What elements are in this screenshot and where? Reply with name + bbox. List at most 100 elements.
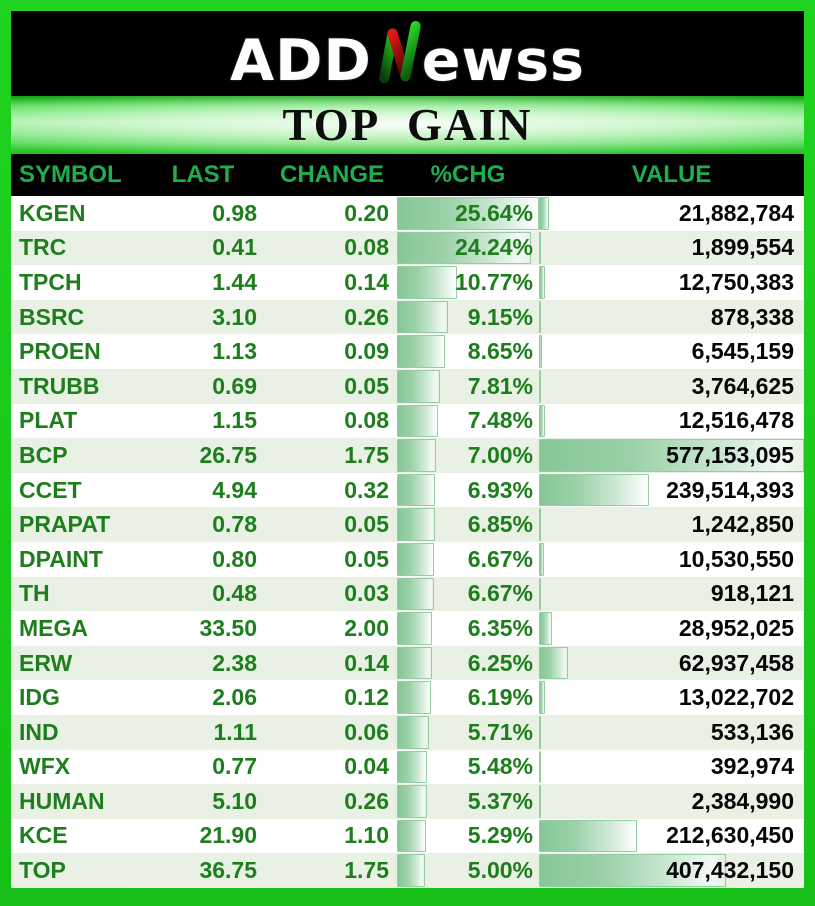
value-text: 918,121 bbox=[710, 580, 794, 607]
value-cell: 3,764,625 bbox=[539, 369, 804, 404]
last-price-cell: 5.10 bbox=[212, 787, 257, 814]
value-text: 62,937,458 bbox=[678, 649, 794, 676]
symbol-cell: PRAPAT bbox=[19, 511, 111, 538]
value-databar bbox=[539, 335, 542, 368]
pct-chg-text: 8.65% bbox=[467, 338, 533, 365]
symbol-cell: BCP bbox=[19, 441, 68, 468]
value-databar bbox=[539, 197, 550, 230]
table-row: PRAPAT 0.78 0.05 6.85% 1,242,850 bbox=[11, 507, 804, 542]
last-price-cell: 0.78 bbox=[212, 511, 257, 538]
symbol-cell: MEGA bbox=[19, 614, 88, 641]
pct-chg-cell: 25.64% bbox=[397, 196, 539, 231]
last-price-cell: 26.75 bbox=[199, 441, 257, 468]
value-text: 577,153,095 bbox=[666, 441, 794, 468]
pct-chg-databar bbox=[397, 819, 427, 853]
change-cell: 0.32 bbox=[344, 476, 389, 503]
value-text: 533,136 bbox=[710, 718, 794, 745]
table-row: KGEN 0.98 0.20 25.64% 21,882,784 bbox=[11, 196, 804, 231]
value-databar bbox=[539, 715, 541, 749]
value-databar bbox=[539, 819, 637, 853]
symbol-cell: IDG bbox=[19, 684, 60, 711]
pct-chg-text: 5.00% bbox=[467, 857, 533, 884]
title-banner: TOP GAIN bbox=[11, 96, 804, 154]
value-cell: 62,937,458 bbox=[539, 646, 804, 681]
pct-chg-text: 6.85% bbox=[467, 511, 533, 538]
value-text: 392,974 bbox=[710, 753, 794, 780]
last-price-cell: 1.11 bbox=[213, 718, 258, 745]
pct-chg-databar bbox=[397, 612, 433, 645]
pct-chg-cell: 6.93% bbox=[397, 473, 539, 508]
value-text: 21,882,784 bbox=[678, 199, 794, 226]
pct-chg-cell: 5.29% bbox=[397, 819, 539, 854]
pct-chg-databar bbox=[397, 369, 441, 403]
pct-chg-cell: 10.77% bbox=[397, 265, 539, 300]
pct-chg-text: 6.93% bbox=[467, 476, 533, 503]
pct-chg-text: 6.67% bbox=[467, 580, 533, 607]
last-price-cell: 2.06 bbox=[212, 684, 257, 711]
change-cell: 0.20 bbox=[344, 199, 389, 226]
value-databar bbox=[539, 473, 649, 507]
last-price-cell: 1.13 bbox=[212, 338, 257, 365]
pct-chg-cell: 9.15% bbox=[397, 300, 539, 335]
pct-chg-cell: 7.81% bbox=[397, 369, 539, 404]
value-cell: 392,974 bbox=[539, 750, 804, 785]
last-price-cell: 1.15 bbox=[212, 407, 257, 434]
value-cell: 239,514,393 bbox=[539, 473, 804, 508]
pct-chg-databar bbox=[397, 681, 432, 714]
pct-chg-text: 25.64% bbox=[454, 199, 533, 226]
table-row: TRUBB 0.69 0.05 7.81% 3,764,625 bbox=[11, 368, 804, 404]
pct-chg-text: 5.48% bbox=[467, 753, 533, 780]
value-text: 6,545,159 bbox=[691, 338, 794, 365]
pct-chg-cell: 7.48% bbox=[397, 404, 539, 439]
table-row: BSRC 3.10 0.26 9.15% 878,338 bbox=[11, 299, 804, 335]
value-cell: 918,121 bbox=[539, 577, 804, 612]
value-text: 12,516,478 bbox=[678, 407, 794, 434]
change-cell: 1.75 bbox=[344, 857, 389, 884]
value-text: 3,764,625 bbox=[691, 372, 794, 399]
value-cell: 2,384,990 bbox=[539, 784, 804, 819]
pct-chg-text: 5.71% bbox=[467, 718, 533, 745]
value-databar bbox=[539, 646, 568, 680]
value-cell: 407,432,150 bbox=[539, 853, 804, 888]
pct-chg-cell: 6.19% bbox=[397, 680, 539, 715]
last-price-cell: 3.10 bbox=[212, 303, 257, 330]
pct-chg-text: 7.48% bbox=[467, 407, 533, 434]
column-header-pct-chg: %CHG bbox=[430, 161, 506, 188]
symbol-cell: DPAINT bbox=[19, 545, 103, 572]
value-cell: 21,882,784 bbox=[539, 196, 804, 231]
change-cell: 1.75 bbox=[344, 441, 389, 468]
value-text: 12,750,383 bbox=[678, 268, 794, 295]
change-cell: 0.03 bbox=[344, 580, 389, 607]
pct-chg-cell: 5.37% bbox=[397, 784, 539, 819]
change-cell: 0.06 bbox=[344, 718, 389, 745]
symbol-cell: TRUBB bbox=[19, 372, 100, 399]
table-row: TOP 36.75 1.75 5.00% 407,432,150 bbox=[11, 853, 804, 888]
pct-chg-cell: 6.67% bbox=[397, 577, 539, 612]
value-databar bbox=[539, 404, 545, 438]
last-price-cell: 0.41 bbox=[212, 234, 257, 261]
pct-chg-text: 10.77% bbox=[454, 268, 533, 295]
pct-chg-databar bbox=[397, 197, 539, 230]
symbol-cell: WFX bbox=[19, 753, 71, 780]
column-header-change: CHANGE bbox=[279, 161, 384, 188]
pct-chg-cell: 5.71% bbox=[397, 715, 539, 750]
column-header-last: LAST bbox=[171, 161, 235, 188]
value-databar bbox=[539, 854, 727, 887]
symbol-cell: ERW bbox=[19, 649, 73, 676]
pct-chg-cell: 6.67% bbox=[397, 542, 539, 577]
table-header: SYMBOL LAST CHANGE %CHG VALUE bbox=[11, 154, 804, 196]
change-cell: 0.09 bbox=[344, 338, 389, 365]
value-databar bbox=[539, 785, 541, 818]
pct-chg-databar bbox=[397, 439, 436, 472]
logo-prefix-text: ADD bbox=[230, 27, 372, 94]
change-cell: 0.05 bbox=[344, 545, 389, 572]
symbol-cell: TRC bbox=[19, 234, 67, 261]
last-price-cell: 21.90 bbox=[199, 822, 257, 849]
table-row: IDG 2.06 0.12 6.19% 13,022,702 bbox=[11, 680, 804, 715]
value-databar bbox=[539, 439, 804, 472]
table-row: PROEN 1.13 0.09 8.65% 6,545,159 bbox=[11, 334, 804, 369]
pct-chg-text: 5.29% bbox=[467, 822, 533, 849]
change-cell: 0.04 bbox=[344, 753, 389, 780]
value-text: 878,338 bbox=[710, 303, 794, 330]
last-price-cell: 0.98 bbox=[212, 199, 257, 226]
